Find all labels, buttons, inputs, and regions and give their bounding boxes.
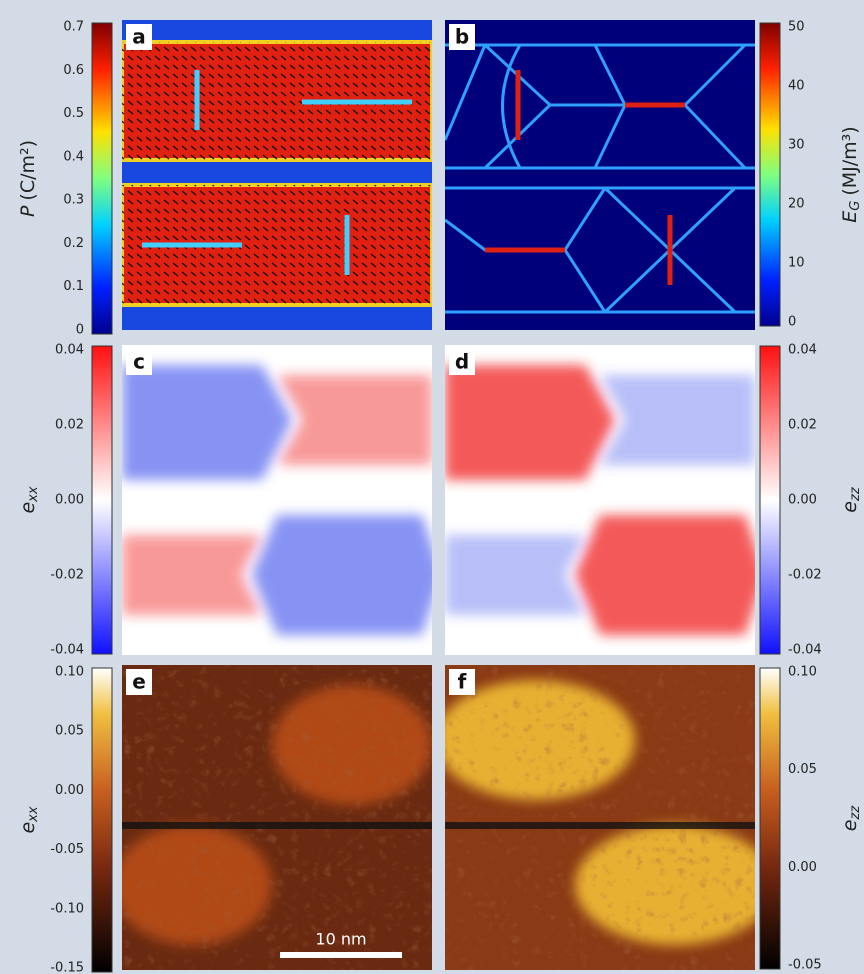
subscript: xx [26, 806, 41, 823]
noise [445, 665, 755, 970]
colorbar-tick-label: 0.6 [63, 63, 84, 78]
colorbar-tick-label: -0.04 [788, 643, 822, 658]
symbol: e [839, 501, 861, 513]
colorbar-tick-label: 0.04 [788, 343, 817, 358]
blob [122, 535, 262, 615]
noise [122, 665, 432, 970]
colorbar-tick-label: 0.02 [788, 418, 817, 433]
page: {"panels":[{"label":"a"},{"label":"b"},{… [0, 0, 864, 974]
colorbar [92, 668, 112, 972]
colorbar-tick-label: 0.00 [788, 860, 817, 875]
colorbar-tick-label: -0.02 [50, 568, 84, 583]
panel-c [122, 345, 442, 655]
symbol: e [839, 819, 861, 831]
colorbar-tick-label: 0.2 [63, 236, 84, 251]
colorbar-tick-label: -0.15 [50, 961, 84, 974]
stripe [445, 822, 755, 829]
colorbar-tick-label: 0.05 [788, 762, 817, 777]
colorbar-tick-label: 0.00 [55, 493, 84, 508]
colorbar-tick-label: -0.05 [788, 958, 822, 973]
colorbar-tick-label: 0.10 [788, 665, 817, 680]
colorbar [92, 23, 112, 334]
panel-d [445, 345, 765, 655]
stripe [122, 822, 432, 829]
panel-label: e [132, 670, 146, 694]
colorbar-tick-label: 0 [788, 315, 796, 330]
colorbar-label: ezz [839, 486, 863, 513]
colorbar-label: EG (MJ/m³) [839, 126, 863, 222]
scale-bar [280, 952, 402, 958]
colorbar-tick-label: 0.00 [788, 493, 817, 508]
blob [252, 515, 442, 635]
colorbar-tick-label: -0.10 [50, 901, 84, 916]
colorbar-tick-label: 0.3 [63, 193, 84, 208]
colorbar-tick-label: 0.7 [63, 20, 84, 35]
colorbar-tick-label: 0.10 [55, 665, 84, 680]
blob [575, 515, 765, 635]
unit: (MJ/m³) [839, 126, 861, 195]
colorbar-tick-label: 0.1 [63, 279, 84, 294]
colorbar [92, 346, 112, 654]
colorbar-tick-label: -0.04 [50, 643, 84, 658]
scale-bar-label: 10 nm [315, 930, 366, 949]
colorbar [760, 23, 780, 326]
colorbar [760, 668, 780, 969]
colorbar-tick-label: 10 [788, 256, 805, 271]
colorbar-tick-label: 0 [76, 323, 84, 338]
panel-f [435, 665, 775, 970]
symbol: e [17, 502, 39, 514]
colorbar-tick-label: 0.00 [55, 783, 84, 798]
colorbar-tick-label: 40 [788, 79, 805, 94]
panel-b [445, 20, 755, 330]
colorbar-label: ezz [839, 805, 863, 832]
bg [445, 20, 755, 330]
colorbar-label: exx [17, 806, 41, 833]
colorbar-tick-label: 50 [788, 20, 805, 35]
panel-label: d [455, 350, 469, 374]
subscript: zz [848, 486, 863, 502]
panel-label: c [133, 350, 145, 374]
subscript: G [848, 201, 863, 211]
subscript: zz [848, 805, 863, 821]
colorbar-tick-label: 0.05 [55, 724, 84, 739]
blob [445, 535, 585, 615]
colorbar-tick-label: -0.02 [788, 568, 822, 583]
blob [122, 365, 292, 480]
symbol: e [17, 822, 39, 834]
colorbar-label: P (C/m²) [17, 140, 39, 217]
subscript: xx [26, 486, 41, 503]
panel-e [112, 665, 432, 970]
symbol: E [839, 211, 861, 223]
panel-label: b [455, 25, 469, 49]
panel-label: a [132, 25, 146, 49]
colorbar-tick-label: -0.05 [50, 842, 84, 857]
colorbar-tick-label: 30 [788, 138, 805, 153]
blob [445, 365, 615, 480]
colorbar-tick-label: 0.4 [63, 149, 84, 164]
colorbar-tick-label: 0.02 [55, 418, 84, 433]
panel-a [122, 20, 432, 330]
unit: (C/m²) [17, 140, 39, 201]
colorbar-tick-label: 20 [788, 197, 805, 212]
colorbar [760, 346, 780, 654]
figure: abcdef10 nm0.70.60.50.40.30.20.10P(C/m²)… [0, 0, 864, 974]
colorbar-tick-label: 0.5 [63, 106, 84, 121]
colorbar-label: exx [17, 486, 41, 513]
colorbar-tick-label: 0.04 [55, 343, 84, 358]
panel-label: f [458, 670, 467, 694]
symbol: P [17, 205, 39, 217]
